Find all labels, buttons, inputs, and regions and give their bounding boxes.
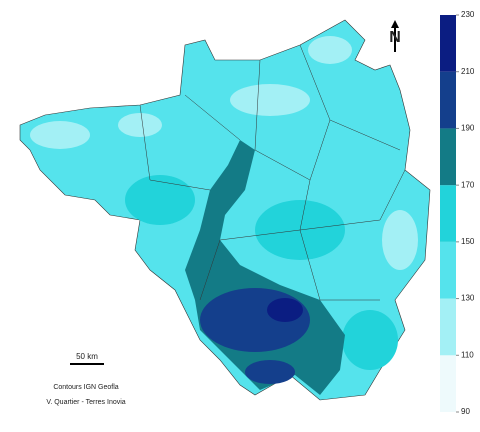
zone	[230, 84, 310, 116]
credit: V. Quartier - Terres Inovia	[46, 399, 125, 406]
legend-bin	[440, 241, 456, 299]
region-map	[19, 19, 431, 401]
legend: 90 110 130 150 170 190 210 230	[440, 10, 475, 416]
legend-bin	[440, 355, 456, 412]
legend-bin	[440, 71, 456, 129]
legend-label: 170	[461, 180, 475, 189]
legend-bin	[440, 128, 456, 186]
legend-bin	[440, 298, 456, 356]
legend-label: 230	[461, 10, 475, 19]
zone	[118, 113, 162, 137]
legend-label: 110	[461, 350, 474, 359]
zone	[342, 310, 398, 370]
zone	[30, 121, 90, 149]
zone	[267, 298, 303, 322]
boundary	[139, 44, 406, 301]
legend-label: 210	[461, 67, 475, 76]
north-arrow-head	[391, 20, 399, 28]
zone	[245, 360, 295, 384]
north-arrow: N	[389, 20, 401, 52]
legend-bin	[440, 185, 456, 242]
scale-label: 50 km	[76, 352, 98, 361]
zone	[125, 175, 195, 225]
legend-label: 90	[461, 407, 470, 416]
legend-label: 130	[461, 294, 475, 303]
north-label: N	[389, 29, 401, 46]
zone	[382, 210, 418, 270]
legend-label: 190	[461, 124, 475, 133]
zone	[308, 36, 352, 64]
legend-label: 150	[461, 237, 475, 246]
legend-bin	[440, 15, 456, 72]
credit: Contours IGN Geofla	[53, 384, 118, 391]
